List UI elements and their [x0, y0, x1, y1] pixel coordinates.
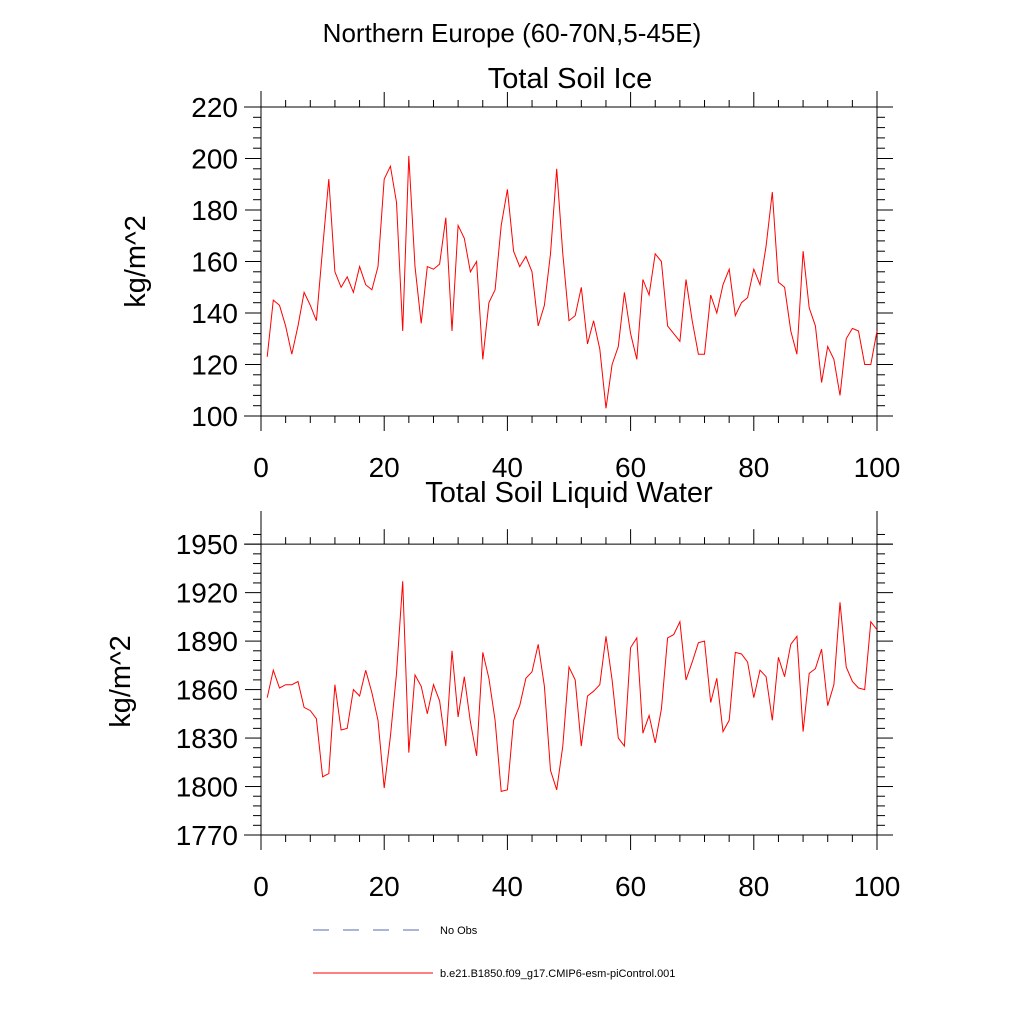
chart-panel-soil-liquid-water: 0 20 40 60 80 100 1770 1800 1830 1860 1890 1920 1950… [105, 477, 900, 902]
y-tick-label: 1830 [176, 723, 238, 754]
axes-frame [244, 91, 893, 417]
y-tick-label: 120 [191, 350, 238, 381]
y-tick-label: 140 [191, 298, 238, 329]
tick-marks [245, 529, 893, 850]
x-tick-label: 80 [738, 452, 769, 483]
y-axis-label: kg/m^2 [120, 215, 152, 308]
x-tick-label: 60 [615, 452, 646, 483]
y-tick-label: 1920 [176, 578, 238, 609]
y-tick-label: 1950 [176, 529, 238, 560]
x-tick-label: 0 [253, 871, 269, 902]
series-line [266, 581, 878, 793]
x-tick-label: 100 [854, 452, 901, 483]
x-tick-label: 60 [615, 871, 646, 902]
y-tick-label: 1860 [176, 675, 238, 706]
x-tick-label: 20 [369, 452, 400, 483]
page-title: Northern Europe (60-70N,5-45E) [323, 18, 702, 48]
chart-title: Total Soil Liquid Water [425, 477, 713, 509]
y-tick-label: 100 [191, 401, 238, 432]
y-tick-label: 200 [191, 144, 238, 175]
y-axis-label: kg/m^2 [105, 635, 137, 728]
chart-panel-soil-ice: 0 20 40 60 80 100 100 120 140 160 180 200 220 Total S… [120, 63, 900, 483]
legend: No Obs b.e21.B1850.f09_g17.CMIP6-esm-piC… [313, 925, 675, 980]
tick-marks [245, 92, 893, 431]
x-tick-label: 0 [253, 452, 269, 483]
x-tick-label: 100 [854, 871, 901, 902]
y-tick-label: 1770 [176, 820, 238, 851]
chart-title: Total Soil Ice [488, 63, 652, 95]
legend-obs-label: No Obs [440, 925, 478, 937]
y-tick-label: 1890 [176, 626, 238, 657]
y-tick-label: 180 [191, 195, 238, 226]
series-line [266, 155, 878, 409]
x-tick-label: 80 [738, 871, 769, 902]
x-tick-label: 20 [369, 871, 400, 902]
y-tick-label: 1800 [176, 772, 238, 803]
y-tick-label: 160 [191, 247, 238, 278]
y-tick-label: 220 [191, 92, 238, 123]
legend-model-label: b.e21.B1850.f09_g17.CMIP6-esm-piControl.… [440, 968, 675, 980]
x-tick-label: 40 [492, 871, 523, 902]
x-tick-label: 40 [492, 452, 523, 483]
axes-frame [244, 511, 893, 836]
